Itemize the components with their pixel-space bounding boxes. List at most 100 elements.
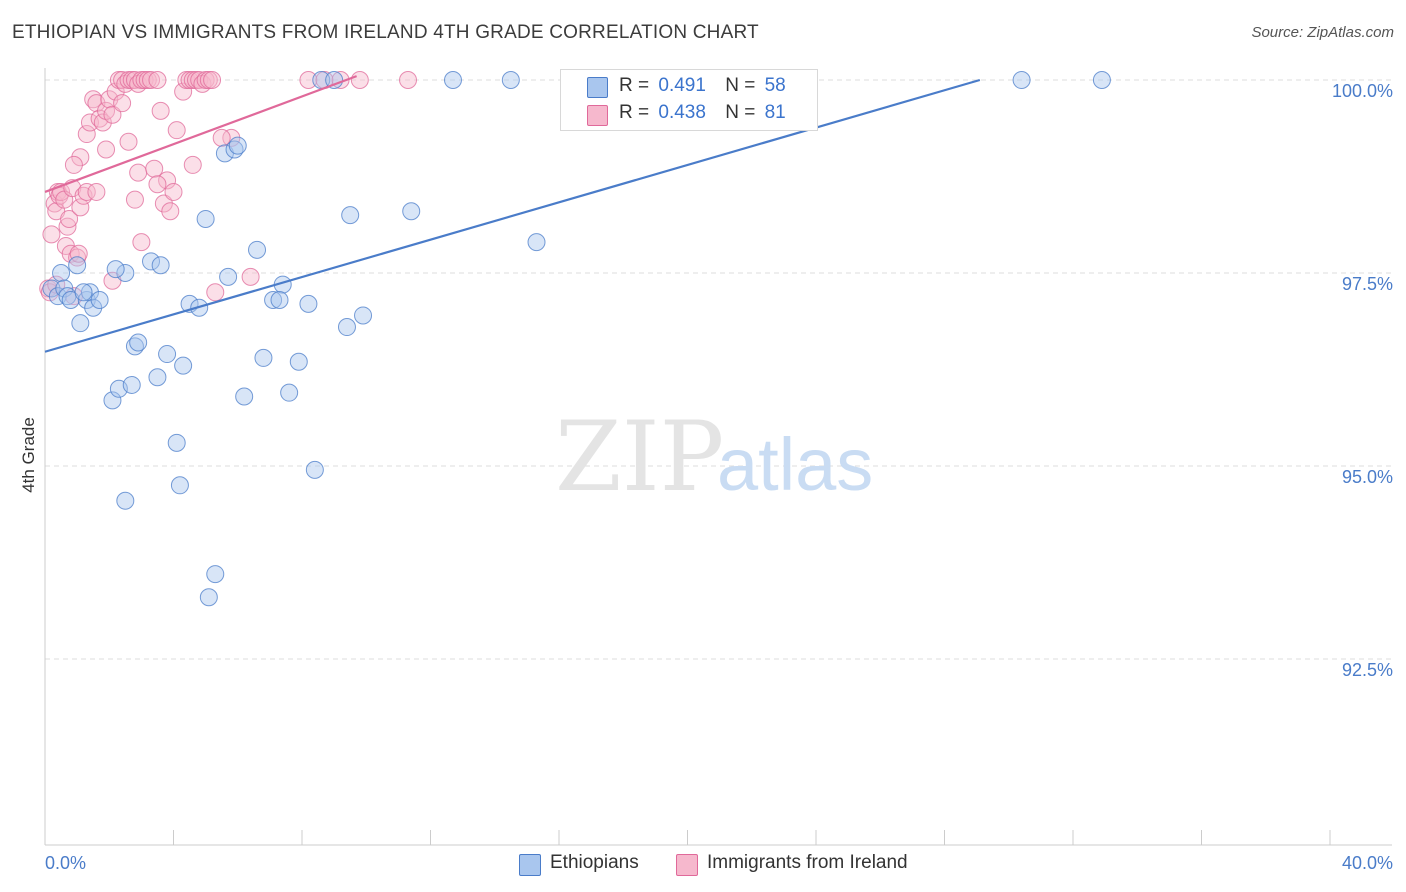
ethiopian-point xyxy=(228,136,247,155)
legend-n-value: 81 xyxy=(764,102,786,123)
ethiopian-point xyxy=(129,333,148,352)
ethiopian-point xyxy=(158,345,177,364)
ireland-point xyxy=(113,94,132,113)
ireland-point xyxy=(71,198,90,217)
legend-n-value: 58 xyxy=(764,75,786,96)
ethiopian-point xyxy=(219,267,238,286)
ethiopian-point xyxy=(264,291,283,310)
ethiopian-point xyxy=(42,279,61,298)
legend-r-value: 0.438 xyxy=(658,102,706,123)
ireland-point xyxy=(399,71,418,89)
ireland-point xyxy=(203,71,222,89)
watermark-atlas: atlas xyxy=(717,423,873,506)
ethiopian-point xyxy=(148,368,167,387)
ethiopian-point xyxy=(116,491,135,510)
ireland-point xyxy=(125,190,144,209)
ethiopian-point xyxy=(289,352,308,371)
y-axis-label: 4th Grade xyxy=(19,417,38,493)
ethiopian-point xyxy=(106,260,125,279)
ireland-point xyxy=(132,233,151,252)
ethiopian-point xyxy=(443,71,462,89)
legend-n-label: N = xyxy=(725,102,756,123)
ethiopian-point xyxy=(254,348,273,367)
ethiopian-point xyxy=(151,256,170,275)
trendline-ireland xyxy=(44,75,357,193)
y-tick-label: 92.5% xyxy=(1342,660,1393,680)
ethiopian-point xyxy=(84,298,103,317)
ireland-point xyxy=(164,182,183,201)
ethiopian-point xyxy=(280,383,299,402)
ireland-point xyxy=(60,209,79,228)
series-immigrants-from-ireland xyxy=(39,71,418,306)
ethiopian-point xyxy=(142,252,161,271)
ireland-point xyxy=(148,175,167,194)
x-tick-label: 40.0% xyxy=(1342,853,1393,873)
ireland-point xyxy=(174,82,193,101)
ethiopian-point xyxy=(325,71,344,89)
ethiopian-point xyxy=(402,202,421,221)
trendlines xyxy=(44,75,981,353)
ireland-point xyxy=(158,171,177,190)
ethiopian-point xyxy=(90,291,109,310)
bottom-legend-ethiopians: Ethiopians xyxy=(550,852,639,873)
legend-swatch-ethiopians xyxy=(587,77,608,98)
ireland-point xyxy=(222,128,241,147)
ethiopian-point xyxy=(174,356,193,375)
tick-labels: 92.5% 95.0% 97.5% 100.0% 0.0% 40.0% xyxy=(45,81,1393,873)
ethiopian-point xyxy=(116,264,135,282)
chart-title: ETHIOPIAN VS IMMIGRANTS FROM IRELAND 4TH… xyxy=(12,22,759,43)
y-tick-label: 100.0% xyxy=(1332,81,1393,101)
ireland-point xyxy=(299,71,318,89)
bottom-legend-swatch-ireland xyxy=(676,854,698,876)
ethiopian-point xyxy=(199,588,218,607)
bottom-legend-swatch-ethiopians xyxy=(519,854,541,876)
ireland-point xyxy=(106,82,125,101)
ireland-point xyxy=(97,140,116,159)
ireland-point xyxy=(350,71,369,89)
watermark-zip: ZIP xyxy=(555,401,724,513)
legend-swatch-ireland xyxy=(587,105,608,126)
ireland-point xyxy=(80,113,99,132)
ireland-point xyxy=(42,225,61,244)
ethiopian-point xyxy=(1012,71,1031,89)
trendline-ethiopians xyxy=(44,78,981,353)
ethiopian-point xyxy=(299,294,318,313)
ethiopian-point xyxy=(52,264,71,282)
ireland-point xyxy=(212,128,231,147)
legend-r-label: R = xyxy=(619,75,650,96)
ethiopian-point xyxy=(270,291,289,310)
ethiopian-point xyxy=(235,387,254,406)
ethiopian-point xyxy=(68,256,87,275)
ethiopian-point xyxy=(71,314,90,333)
ethiopian-point xyxy=(1092,71,1111,89)
watermark: ZIP atlas xyxy=(555,401,873,513)
ireland-point xyxy=(77,125,96,144)
ethiopian-point xyxy=(248,240,267,259)
ethiopian-point xyxy=(341,206,360,225)
ireland-point xyxy=(145,159,164,178)
ireland-point xyxy=(93,113,112,132)
stats-legend: R = 0.491 N = 58 R = 0.438 N = 81 xyxy=(560,69,818,131)
ireland-point xyxy=(154,194,173,213)
ethiopian-point xyxy=(501,71,520,89)
ireland-point xyxy=(241,267,260,286)
ethiopian-point xyxy=(170,476,189,495)
ethiopian-point xyxy=(206,565,225,584)
bottom-legend-ireland: Immigrants from Ireland xyxy=(707,852,908,873)
ireland-point xyxy=(161,202,180,221)
ethiopian-point xyxy=(80,283,99,302)
ireland-point xyxy=(129,163,148,182)
ethiopian-point xyxy=(122,375,141,394)
ethiopian-point xyxy=(167,433,186,452)
series-ethiopians xyxy=(42,71,1111,607)
legend-row-ethiopians: R = 0.491 N = 58 xyxy=(619,75,786,101)
ireland-point xyxy=(183,155,202,174)
ethiopian-point xyxy=(74,283,93,302)
ireland-point xyxy=(71,148,90,167)
ireland-point xyxy=(148,71,167,89)
legend-r-label: R = xyxy=(619,102,650,123)
axes xyxy=(44,68,1392,846)
ireland-point xyxy=(206,283,225,302)
legend-n-label: N = xyxy=(725,75,756,96)
